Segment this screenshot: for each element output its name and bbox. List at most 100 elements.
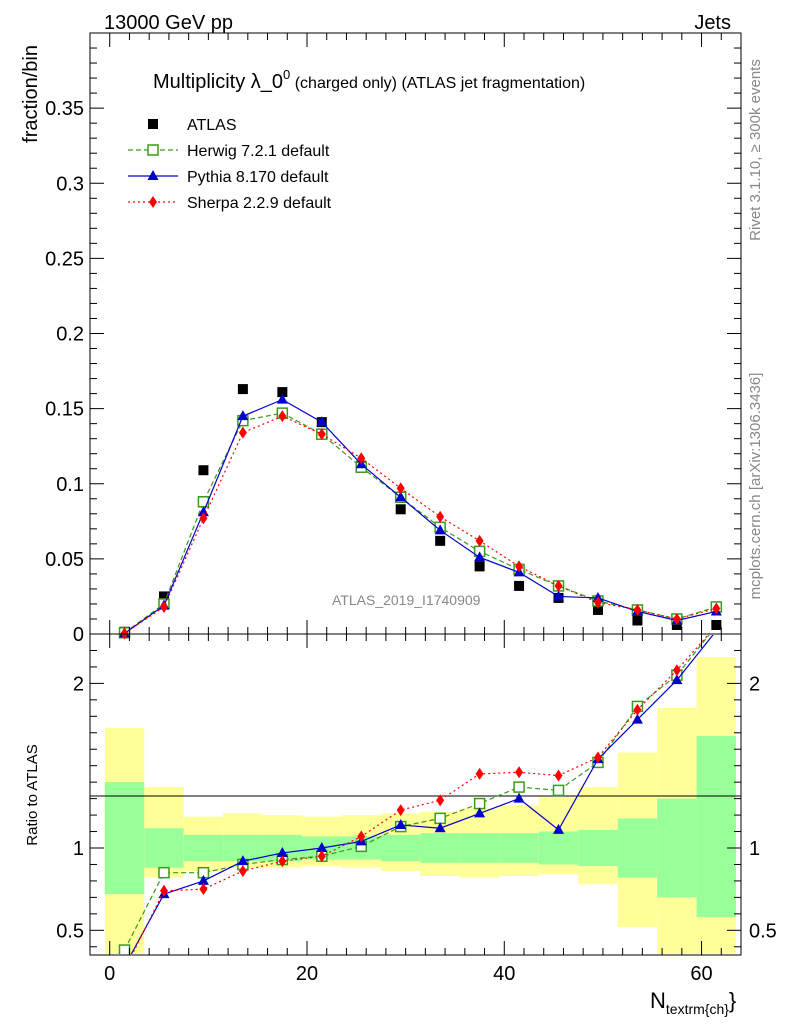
data-point xyxy=(593,596,602,609)
ratio-data-point xyxy=(554,769,563,782)
data-point xyxy=(120,627,129,640)
data-point xyxy=(199,512,208,525)
x-axis-label-close: } xyxy=(729,988,736,1013)
ratio-data-point xyxy=(515,766,524,779)
ratio-y-tick-label-right: 2 xyxy=(749,673,760,695)
data-point xyxy=(317,428,326,441)
data-point xyxy=(474,561,485,572)
series-line-1 xyxy=(124,412,717,634)
ratio-data-point xyxy=(159,884,168,897)
stat-uncertainty-band xyxy=(380,834,421,862)
data-point xyxy=(357,452,366,465)
data-point xyxy=(434,524,446,535)
ratio-data-point xyxy=(118,944,131,954)
chart-title-main: Multiplicity λ_0 xyxy=(153,71,283,93)
data-point xyxy=(316,416,328,427)
y-tick-label: 0.1 xyxy=(56,474,84,496)
x-tick-label: 40 xyxy=(493,963,515,985)
legend-label: Herwig 7.2.1 default xyxy=(187,143,330,160)
ratio-data-point xyxy=(276,846,288,857)
ratio-data-point xyxy=(357,830,366,843)
y-tick-label: 0 xyxy=(73,624,84,646)
stat-uncertainty-band xyxy=(696,736,737,918)
stat-uncertainty-band xyxy=(499,833,539,863)
legend-marker xyxy=(147,144,159,156)
series-line-3 xyxy=(124,415,717,634)
main-panel: 0 0.05 0.1 0.15 0.2 0.25 0.3 0.35 Multiplicity … xyxy=(20,32,742,646)
header-right: Jets xyxy=(694,12,731,34)
y-axis-label: fraction/bin xyxy=(20,45,42,143)
ratio-y-tick-label: 2 xyxy=(73,673,84,695)
x-tick-label: 0 xyxy=(104,963,115,985)
ratio-panel: 0.5 0.51 12 20 20 40 60 Ratio to ATLAS Ntextrm… xyxy=(24,633,777,1017)
data-point xyxy=(237,410,249,421)
data-point xyxy=(238,426,247,439)
ratio-data-point xyxy=(278,855,287,868)
x-tick-label: 60 xyxy=(690,963,712,985)
ratio-data-point xyxy=(633,703,642,716)
ratio-data-point xyxy=(552,784,565,797)
data-point xyxy=(671,619,682,630)
data-point xyxy=(554,579,563,592)
legend-marker xyxy=(148,119,158,129)
data-point xyxy=(474,551,486,562)
data-point xyxy=(436,510,445,523)
data-point xyxy=(395,504,406,515)
stat-uncertainty-band xyxy=(144,828,184,868)
data-point xyxy=(237,384,248,395)
data-point xyxy=(158,591,169,602)
mcplots-label: mcplots.cern.ch [arXiv:1306.3436] xyxy=(747,373,764,600)
ratio-y-tick-label: 0.5 xyxy=(56,920,84,942)
legend-label: Pythia 8.170 default xyxy=(187,169,329,186)
main-series-layer xyxy=(118,384,723,640)
stat-uncertainty-band xyxy=(617,818,658,878)
series-line-2 xyxy=(124,398,717,634)
stat-uncertainty-band xyxy=(578,829,618,867)
ratio-data-point xyxy=(474,807,486,818)
ratio-data-point xyxy=(473,797,486,810)
stat-uncertainty-band xyxy=(420,833,460,863)
chart-title-sup: 0 xyxy=(283,67,290,82)
data-point xyxy=(514,580,525,591)
ratio-series-line-0 xyxy=(123,635,710,951)
ratio-y-axis-label: Ratio to ATLAS xyxy=(24,744,41,845)
chart-title: Multiplicity λ_00 (charged only) (ATLAS … xyxy=(153,67,585,93)
data-point xyxy=(711,619,722,630)
data-point xyxy=(633,603,642,616)
ratio-data-point xyxy=(436,794,445,807)
data-point xyxy=(553,590,565,601)
ratio-axis-ticks: 0.5 0.51 12 20 20 40 60 xyxy=(56,634,777,985)
ratio-y-tick-label: 1 xyxy=(73,838,84,860)
y-tick-label: 0.3 xyxy=(56,173,84,195)
data-point xyxy=(712,602,721,615)
legend-marker xyxy=(149,196,157,208)
stat-uncertainty-band xyxy=(104,782,145,895)
x-axis-label-sub: textrm{ch} xyxy=(666,1001,729,1017)
ratio-data-point xyxy=(672,664,681,677)
header-left: 13000 GeV pp xyxy=(104,12,233,34)
data-point xyxy=(277,387,288,398)
ratio-data-point xyxy=(317,850,326,863)
ratio-data-point xyxy=(631,713,643,724)
data-point xyxy=(475,534,484,547)
data-point xyxy=(592,604,603,615)
ratio-data-point xyxy=(434,812,446,825)
legend-marker xyxy=(147,170,159,180)
stat-uncertainty-band xyxy=(657,798,697,898)
x-axis-label-main: N xyxy=(650,988,666,1013)
data-point xyxy=(276,393,288,404)
data-point xyxy=(159,600,168,613)
ratio-data-point xyxy=(553,823,565,834)
ratio-series-layer xyxy=(118,635,714,954)
ratio-data-point xyxy=(238,865,247,878)
ratio-data-point xyxy=(199,883,208,896)
ratio-data-point xyxy=(513,792,525,803)
y-tick-label: 0.2 xyxy=(56,324,84,346)
ratio-y-tick-label-right: 1 xyxy=(749,838,760,860)
ratio-data-point xyxy=(475,767,484,780)
uncertainty-bands xyxy=(104,657,737,954)
ratio-data-point xyxy=(395,818,407,829)
data-point xyxy=(515,560,524,573)
stat-uncertainty-band xyxy=(538,831,579,865)
